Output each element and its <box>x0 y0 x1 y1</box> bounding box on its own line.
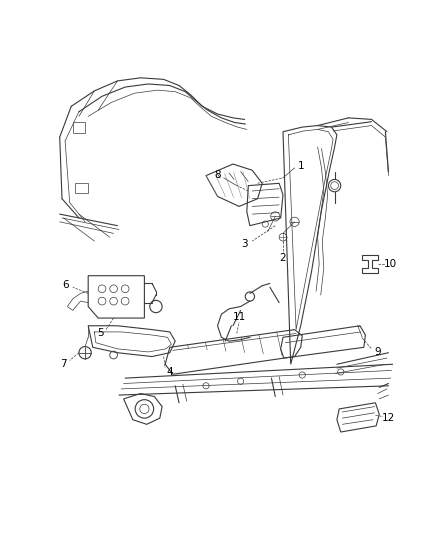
Text: 12: 12 <box>382 413 395 423</box>
Text: 4: 4 <box>166 367 173 377</box>
Text: 1: 1 <box>297 160 304 171</box>
Text: 2: 2 <box>280 253 286 263</box>
Text: 3: 3 <box>241 239 248 249</box>
Text: 10: 10 <box>384 259 397 269</box>
Text: 8: 8 <box>214 170 221 180</box>
Text: 9: 9 <box>374 347 381 357</box>
Text: 6: 6 <box>63 280 69 290</box>
Text: 11: 11 <box>233 311 246 321</box>
Text: 5: 5 <box>97 328 104 338</box>
Text: 7: 7 <box>60 359 67 369</box>
